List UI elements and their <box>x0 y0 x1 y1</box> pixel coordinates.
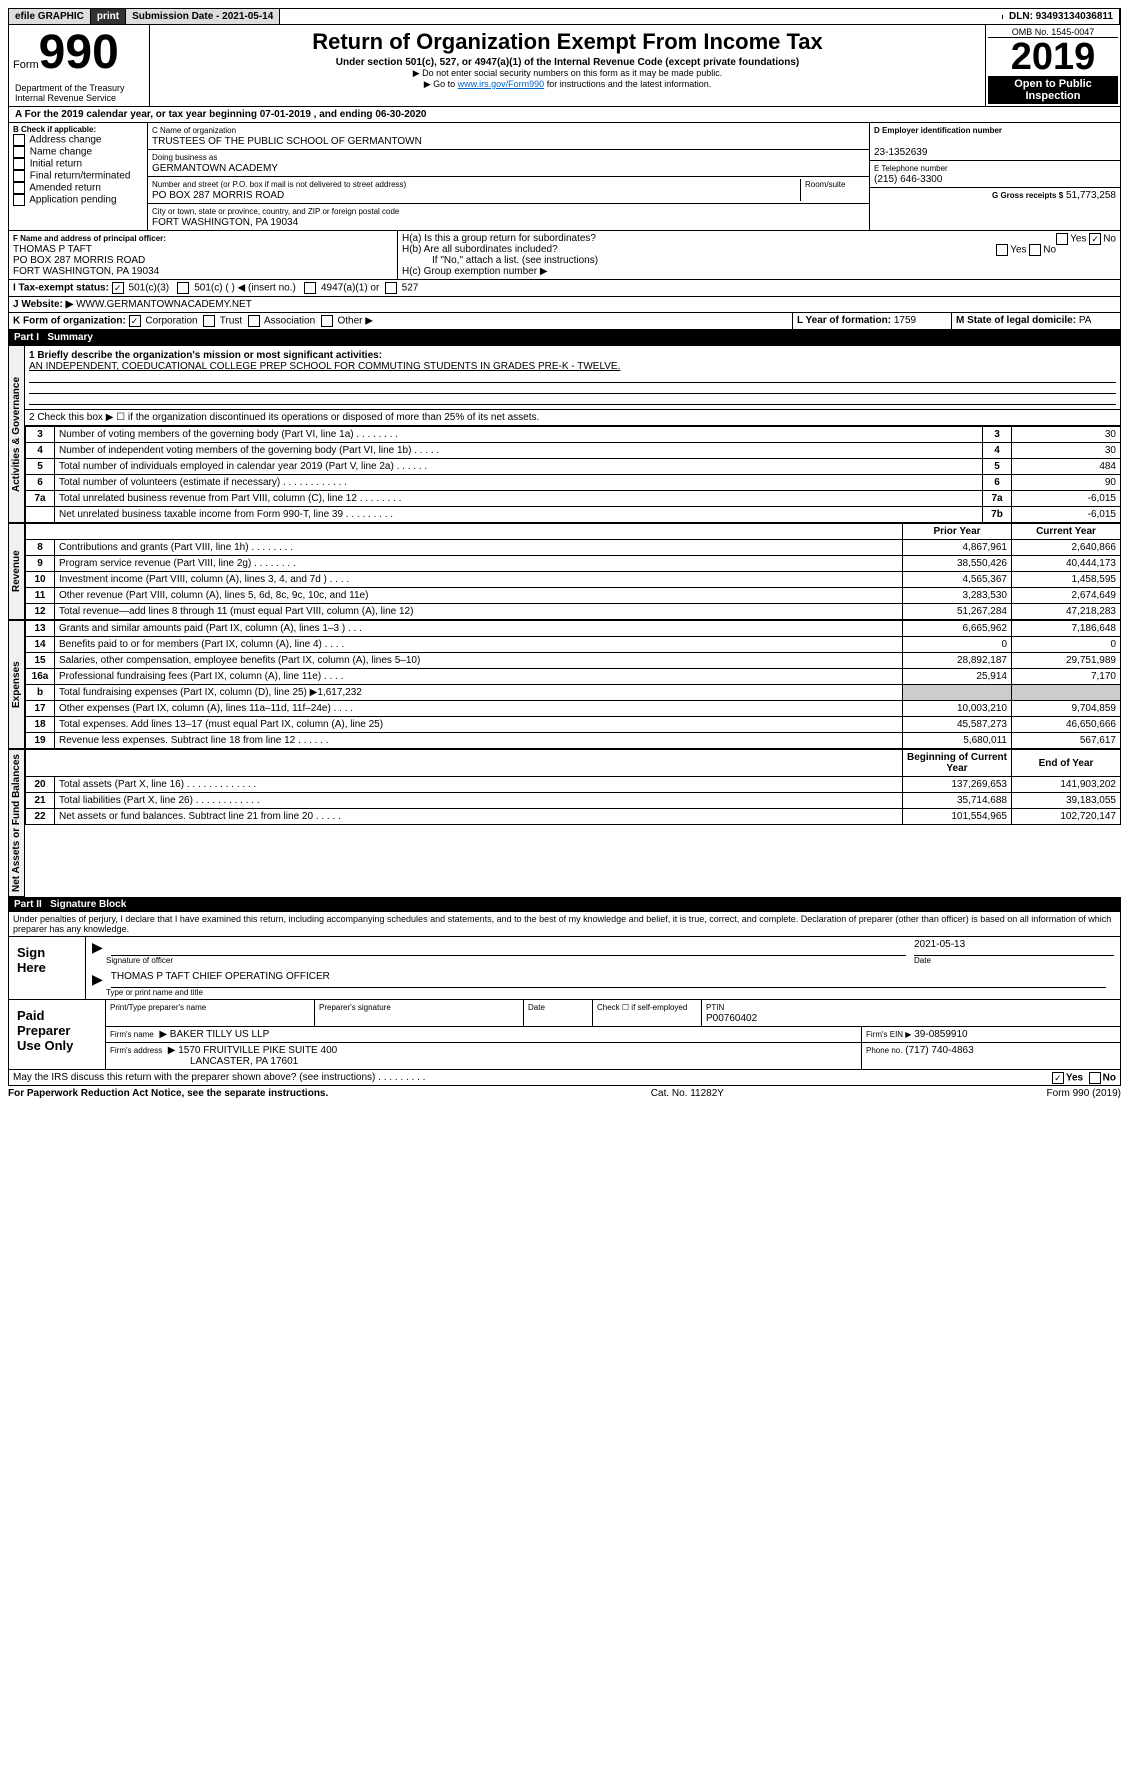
print-button[interactable]: print <box>91 9 126 24</box>
spacer <box>280 15 1003 19</box>
submission-date: Submission Date - 2021-05-14 <box>126 9 280 24</box>
dln: DLN: 93493134036811 <box>1003 9 1120 24</box>
section-revenue: Revenue <box>8 523 25 620</box>
mission: AN INDEPENDENT, COEDUCATIONAL COLLEGE PR… <box>29 361 1116 372</box>
governance-table: 3Number of voting members of the governi… <box>25 426 1121 523</box>
ein: 23-1352639 <box>874 147 927 158</box>
domicile: PA <box>1079 315 1092 326</box>
discuss-yes[interactable] <box>1052 1072 1064 1084</box>
section-expenses: Expenses <box>8 620 25 749</box>
501c3-checkbox[interactable] <box>112 282 124 294</box>
irs-label: Internal Revenue Service <box>15 93 116 103</box>
form-footer: Form 990 (2019) <box>1047 1088 1121 1099</box>
part1-header: Part I Summary <box>8 330 1121 345</box>
form-header: Form990 Department of the TreasuryIntern… <box>8 25 1121 107</box>
paid-preparer-block: Paid Preparer Use Only Print/Type prepar… <box>8 1000 1121 1070</box>
revenue-table: Prior YearCurrent Year8Contributions and… <box>25 523 1121 620</box>
ha-no[interactable] <box>1089 233 1101 245</box>
corp-checkbox[interactable] <box>129 315 141 327</box>
officer-name: THOMAS P TAFT <box>13 244 92 255</box>
org-name: TRUSTEES OF THE PUBLIC SCHOOL OF GERMANT… <box>152 136 422 147</box>
website: WWW.GERMANTOWNACADEMY.NET <box>76 299 252 310</box>
line-a: A For the 2019 calendar year, or tax yea… <box>9 107 432 122</box>
ha-yes[interactable] <box>1056 233 1068 245</box>
dba: GERMANTOWN ACADEMY <box>152 163 278 174</box>
gross-receipts: 51,773,258 <box>1066 190 1116 201</box>
pra-notice: For Paperwork Reduction Act Notice, see … <box>8 1088 328 1099</box>
section-activities: Activities & Governance <box>8 345 25 523</box>
form-subtitle: Under section 501(c), 527, or 4947(a)(1)… <box>158 57 977 68</box>
section-netassets: Net Assets or Fund Balances <box>8 749 25 897</box>
part2-header: Part II Signature Block <box>8 897 1121 912</box>
ptin: P00760402 <box>706 1013 757 1024</box>
hb-yes[interactable] <box>996 244 1008 256</box>
city: FORT WASHINGTON, PA 19034 <box>152 217 298 228</box>
firm-name: ▶ BAKER TILLY US LLP <box>159 1029 269 1040</box>
efile-label: efile GRAPHIC <box>9 9 91 24</box>
top-bar: efile GRAPHIC print Submission Date - 20… <box>8 8 1121 25</box>
cat-no: Cat. No. 11282Y <box>651 1088 724 1099</box>
dept-label: Department of the Treasury <box>15 83 125 93</box>
irs-link[interactable]: www.irs.gov/Form990 <box>458 79 545 89</box>
discuss-no[interactable] <box>1089 1072 1101 1084</box>
phone: (215) 646-3300 <box>874 174 942 185</box>
entity-block: B Check if applicable: Address change Na… <box>8 123 1121 231</box>
firm-ein: 39-0859910 <box>914 1029 967 1040</box>
form-number: 990 <box>39 29 119 77</box>
b-header: B Check if applicable: <box>13 125 143 134</box>
form-note1: ▶ Do not enter social security numbers o… <box>158 68 977 79</box>
netassets-table: Beginning of Current YearEnd of Year20To… <box>25 749 1121 825</box>
firm-phone: (717) 740-4863 <box>905 1045 973 1056</box>
expenses-table: 13Grants and similar amounts paid (Part … <box>25 620 1121 749</box>
hb-no[interactable] <box>1029 244 1041 256</box>
form-label: Form <box>13 59 39 71</box>
sign-here-block: Sign Here ▶2021-05-13 Signature of offic… <box>8 937 1121 1000</box>
perjury-decl: Under penalties of perjury, I declare th… <box>8 912 1121 937</box>
form-title: Return of Organization Exempt From Incom… <box>158 29 977 55</box>
officer-sig-name: THOMAS P TAFT CHIEF OPERATING OFFICER <box>111 971 330 982</box>
year-formed: 1759 <box>894 315 916 326</box>
tax-year: 2019 <box>988 38 1118 76</box>
street: PO BOX 287 MORRIS ROAD <box>152 190 284 201</box>
